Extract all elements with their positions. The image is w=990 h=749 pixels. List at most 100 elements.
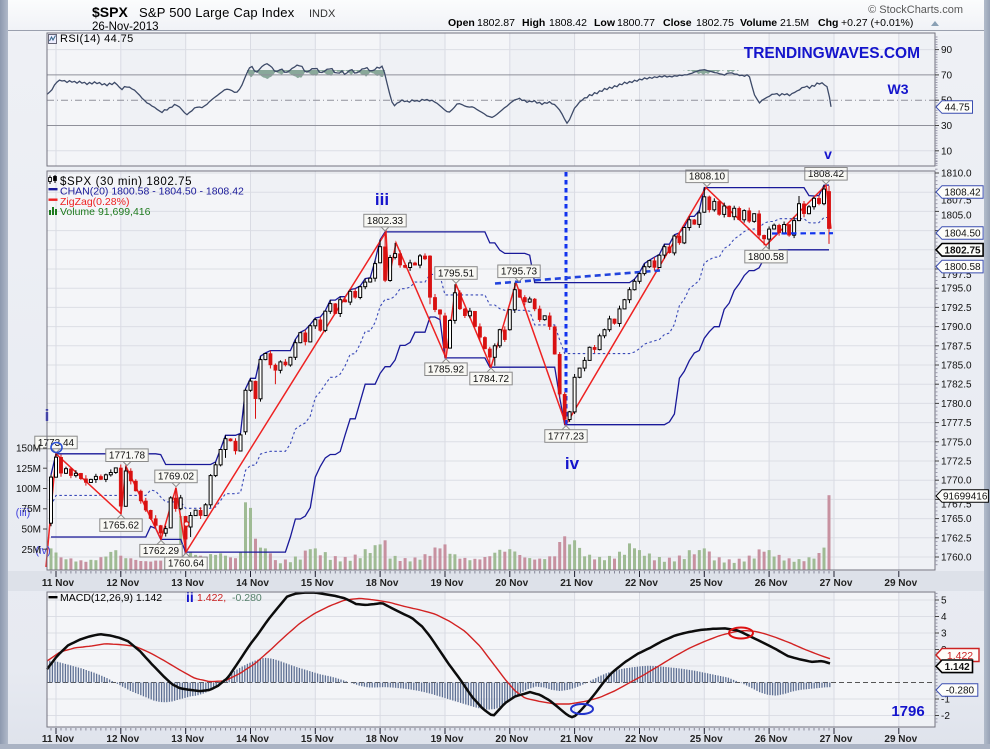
- svg-text:1760.64: 1760.64: [168, 559, 205, 570]
- svg-text:1770.0: 1770.0: [941, 476, 972, 487]
- svg-text:150M: 150M: [16, 444, 41, 455]
- svg-text:44.75: 44.75: [945, 103, 970, 114]
- svg-text:11 Nov: 11 Nov: [42, 578, 75, 589]
- svg-text:1795.51: 1795.51: [438, 268, 475, 279]
- svg-text:1802.75: 1802.75: [944, 245, 981, 256]
- svg-text:26 Nov: 26 Nov: [755, 578, 788, 589]
- svg-text:1808.42: 1808.42: [549, 17, 587, 29]
- svg-text:High: High: [522, 17, 545, 29]
- svg-text:21 Nov: 21 Nov: [560, 578, 593, 589]
- svg-text:29 Nov: 29 Nov: [884, 578, 917, 589]
- svg-text:3: 3: [941, 629, 947, 640]
- svg-text:1804.50: 1804.50: [944, 229, 981, 240]
- svg-text:1810.0: 1810.0: [941, 169, 972, 180]
- svg-text:12 Nov: 12 Nov: [106, 578, 139, 589]
- svg-text:21.5M: 21.5M: [780, 17, 809, 29]
- svg-text:Volume 91,699,416: Volume 91,699,416: [60, 206, 151, 218]
- svg-text:1787.5: 1787.5: [941, 341, 972, 352]
- svg-text:1762.5: 1762.5: [941, 533, 972, 544]
- svg-text:1785.0: 1785.0: [941, 361, 972, 372]
- svg-text:14 Nov: 14 Nov: [236, 734, 269, 744]
- svg-text:30: 30: [941, 121, 953, 132]
- svg-text:1800.77: 1800.77: [617, 17, 655, 29]
- svg-text:1784.72: 1784.72: [473, 374, 510, 385]
- svg-text:1765.62: 1765.62: [103, 520, 140, 531]
- svg-text:19 Nov: 19 Nov: [431, 734, 464, 744]
- svg-text:1777.5: 1777.5: [941, 418, 972, 429]
- svg-text:1780.0: 1780.0: [941, 399, 972, 410]
- svg-text:1808.42: 1808.42: [944, 188, 981, 199]
- svg-text:v: v: [824, 146, 832, 162]
- svg-text:15 Nov: 15 Nov: [301, 734, 334, 744]
- svg-text:100M: 100M: [16, 484, 41, 495]
- svg-text:1805.0: 1805.0: [941, 210, 972, 221]
- svg-text:21 Nov: 21 Nov: [560, 734, 593, 744]
- svg-text:W3: W3: [888, 81, 909, 97]
- svg-text:20 Nov: 20 Nov: [495, 578, 528, 589]
- svg-text:ii: ii: [186, 589, 194, 605]
- svg-text:91699416: 91699416: [943, 492, 988, 503]
- svg-text:75M: 75M: [22, 504, 41, 515]
- svg-text:INDX: INDX: [309, 8, 336, 20]
- svg-text:1792.5: 1792.5: [941, 303, 972, 314]
- svg-text:iv: iv: [565, 454, 580, 473]
- svg-text:S&P 500 Large Cap Index: S&P 500 Large Cap Index: [139, 5, 295, 20]
- svg-text:1796: 1796: [891, 703, 924, 720]
- svg-text:1765.0: 1765.0: [941, 514, 972, 525]
- svg-text:Volume: Volume: [740, 17, 777, 29]
- svg-text:1800.58: 1800.58: [748, 252, 785, 263]
- svg-text:Chg: Chg: [818, 17, 838, 29]
- svg-text:Close: Close: [663, 17, 692, 29]
- svg-text:15 Nov: 15 Nov: [301, 578, 334, 589]
- svg-text:© StockCharts.com: © StockCharts.com: [868, 4, 963, 16]
- svg-text:1802.33: 1802.33: [367, 216, 404, 227]
- svg-text:-0.280: -0.280: [232, 592, 262, 604]
- svg-text:1.142: 1.142: [945, 662, 970, 673]
- svg-text:1802.87: 1802.87: [477, 17, 515, 29]
- svg-text:Open: Open: [448, 17, 475, 29]
- svg-text:13 Nov: 13 Nov: [171, 734, 204, 744]
- svg-text:1785.92: 1785.92: [428, 365, 465, 376]
- svg-text:90: 90: [941, 45, 953, 56]
- svg-text:1800.58: 1800.58: [944, 262, 981, 273]
- svg-text:1808.10: 1808.10: [689, 172, 726, 183]
- svg-text:26-Nov-2013: 26-Nov-2013: [92, 21, 158, 33]
- svg-text:TRENDINGWAVES.COM: TRENDINGWAVES.COM: [744, 45, 920, 62]
- svg-text:1777.23: 1777.23: [548, 431, 585, 442]
- svg-text:1760.0: 1760.0: [941, 553, 972, 564]
- svg-text:1790.0: 1790.0: [941, 322, 972, 333]
- svg-text:1771.78: 1771.78: [109, 451, 146, 462]
- svg-text:14 Nov: 14 Nov: [236, 578, 269, 589]
- svg-text:12 Nov: 12 Nov: [106, 734, 139, 744]
- svg-text:10: 10: [941, 146, 953, 157]
- svg-text:18 Nov: 18 Nov: [366, 734, 399, 744]
- svg-text:22 Nov: 22 Nov: [625, 578, 658, 589]
- svg-text:1795.0: 1795.0: [941, 284, 972, 295]
- svg-text:13 Nov: 13 Nov: [171, 578, 204, 589]
- svg-text:25 Nov: 25 Nov: [690, 734, 723, 744]
- svg-text:1769.02: 1769.02: [158, 472, 195, 483]
- svg-text:-2: -2: [941, 711, 950, 722]
- svg-text:18 Nov: 18 Nov: [366, 578, 399, 589]
- svg-text:29 Nov: 29 Nov: [884, 734, 917, 744]
- svg-text:25 Nov: 25 Nov: [690, 578, 723, 589]
- svg-text:1.422,: 1.422,: [197, 592, 226, 604]
- svg-text:26 Nov: 26 Nov: [755, 734, 788, 744]
- svg-text:27 Nov: 27 Nov: [820, 734, 853, 744]
- svg-text:5: 5: [941, 596, 947, 607]
- svg-text:25M: 25M: [22, 545, 41, 556]
- svg-text:1772.5: 1772.5: [941, 457, 972, 468]
- svg-text:MACD(12,26,9) 1.142: MACD(12,26,9) 1.142: [60, 592, 162, 604]
- svg-text:125M: 125M: [16, 464, 41, 475]
- svg-text:RSI(14) 44.75: RSI(14) 44.75: [60, 33, 134, 45]
- svg-text:22 Nov: 22 Nov: [625, 734, 658, 744]
- svg-text:1795.73: 1795.73: [501, 267, 538, 278]
- svg-text:19 Nov: 19 Nov: [431, 578, 464, 589]
- svg-text:+0.27 (+0.01%): +0.27 (+0.01%): [841, 17, 913, 29]
- svg-text:-0.280: -0.280: [946, 686, 975, 697]
- svg-text:Low: Low: [594, 17, 616, 29]
- svg-text:50M: 50M: [22, 525, 41, 536]
- svg-text:1775.0: 1775.0: [941, 437, 972, 448]
- svg-text:1782.5: 1782.5: [941, 380, 972, 391]
- svg-text:27 Nov: 27 Nov: [820, 578, 853, 589]
